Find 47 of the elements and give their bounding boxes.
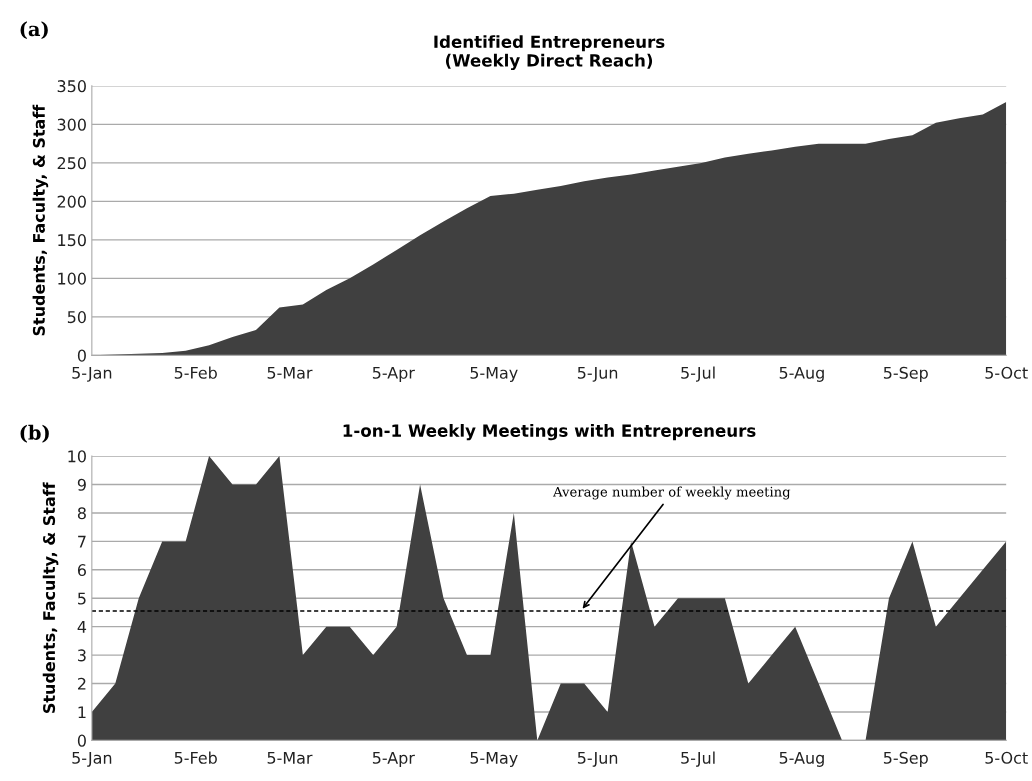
y-tick-label: 200 [57,195,86,208]
y-tick-label: 9 [77,478,86,491]
y-tick-label: 150 [58,234,86,247]
y-tick-label: 2 [78,677,86,690]
text: (a) [20,21,48,40]
x-tick-label: 5-Jul [681,751,715,767]
y-tick-label: 0 [77,734,86,747]
x-tick-label: 5-Mar [267,366,313,379]
x-tick-label: 5-May [470,366,518,382]
y-tick-label: 1 [78,706,86,719]
x-tick-label: 5-Oct [985,751,1028,764]
x-tick-label: 5-Apr [372,751,415,767]
x-tick-label: 5-Jun [577,366,618,382]
y-tick-label: 4 [77,621,87,633]
y-tick-label: 3 [78,649,86,662]
x-tick-label: 5-Sep [883,751,928,767]
x-tick-label: 5-Jul [681,366,715,382]
x-tick-label: 5-Sep [883,366,928,382]
chart-subtitle: (Weekly Direct Reach) [445,53,653,71]
x-tick-label: 5-Aug [779,751,824,767]
y-tick-label: 5 [78,592,86,605]
y-tick-label: 100 [58,272,86,285]
y-tick-label: 0 [77,349,86,362]
chart-title: Identified Entrepreneurs [434,35,665,52]
x-tick-label: 5-Oct [985,366,1028,379]
x-tick-label: 5-May [470,751,518,767]
annotation: Average number of weekly meeting [552,486,791,500]
x-tick-label: 5-Feb [174,751,217,764]
y-tick-label: 6 [77,564,86,577]
y-tick-label: 10 [68,450,86,463]
y-tick-label: 350 [57,80,86,93]
x-tick-label: 5-Jan [72,751,112,767]
chart-title: 1-on-1 Weekly Meetings with Entrepreneurs [343,424,756,441]
x-tick-label: 5-Jan [72,366,112,382]
y-tick-label: 8 [77,507,86,520]
y-tick-label: 7 [78,535,86,548]
x-tick-label: 5-Jun [577,751,618,767]
y-tick-label: 50 [67,311,86,324]
x-tick-label: 5-Apr [372,366,415,382]
y-axis-title: Students, Faculty, & Staff [32,104,49,336]
x-tick-label: 5-Mar [267,751,313,764]
x-tick-label: 5-Feb [174,366,217,379]
y-axis-title: Students, Faculty, & Staff [42,482,59,713]
x-tick-label: 5-Aug [779,366,824,382]
y-tick-label: 300 [57,118,86,131]
text: (b) [20,424,49,443]
y-tick-label: 250 [57,157,86,170]
